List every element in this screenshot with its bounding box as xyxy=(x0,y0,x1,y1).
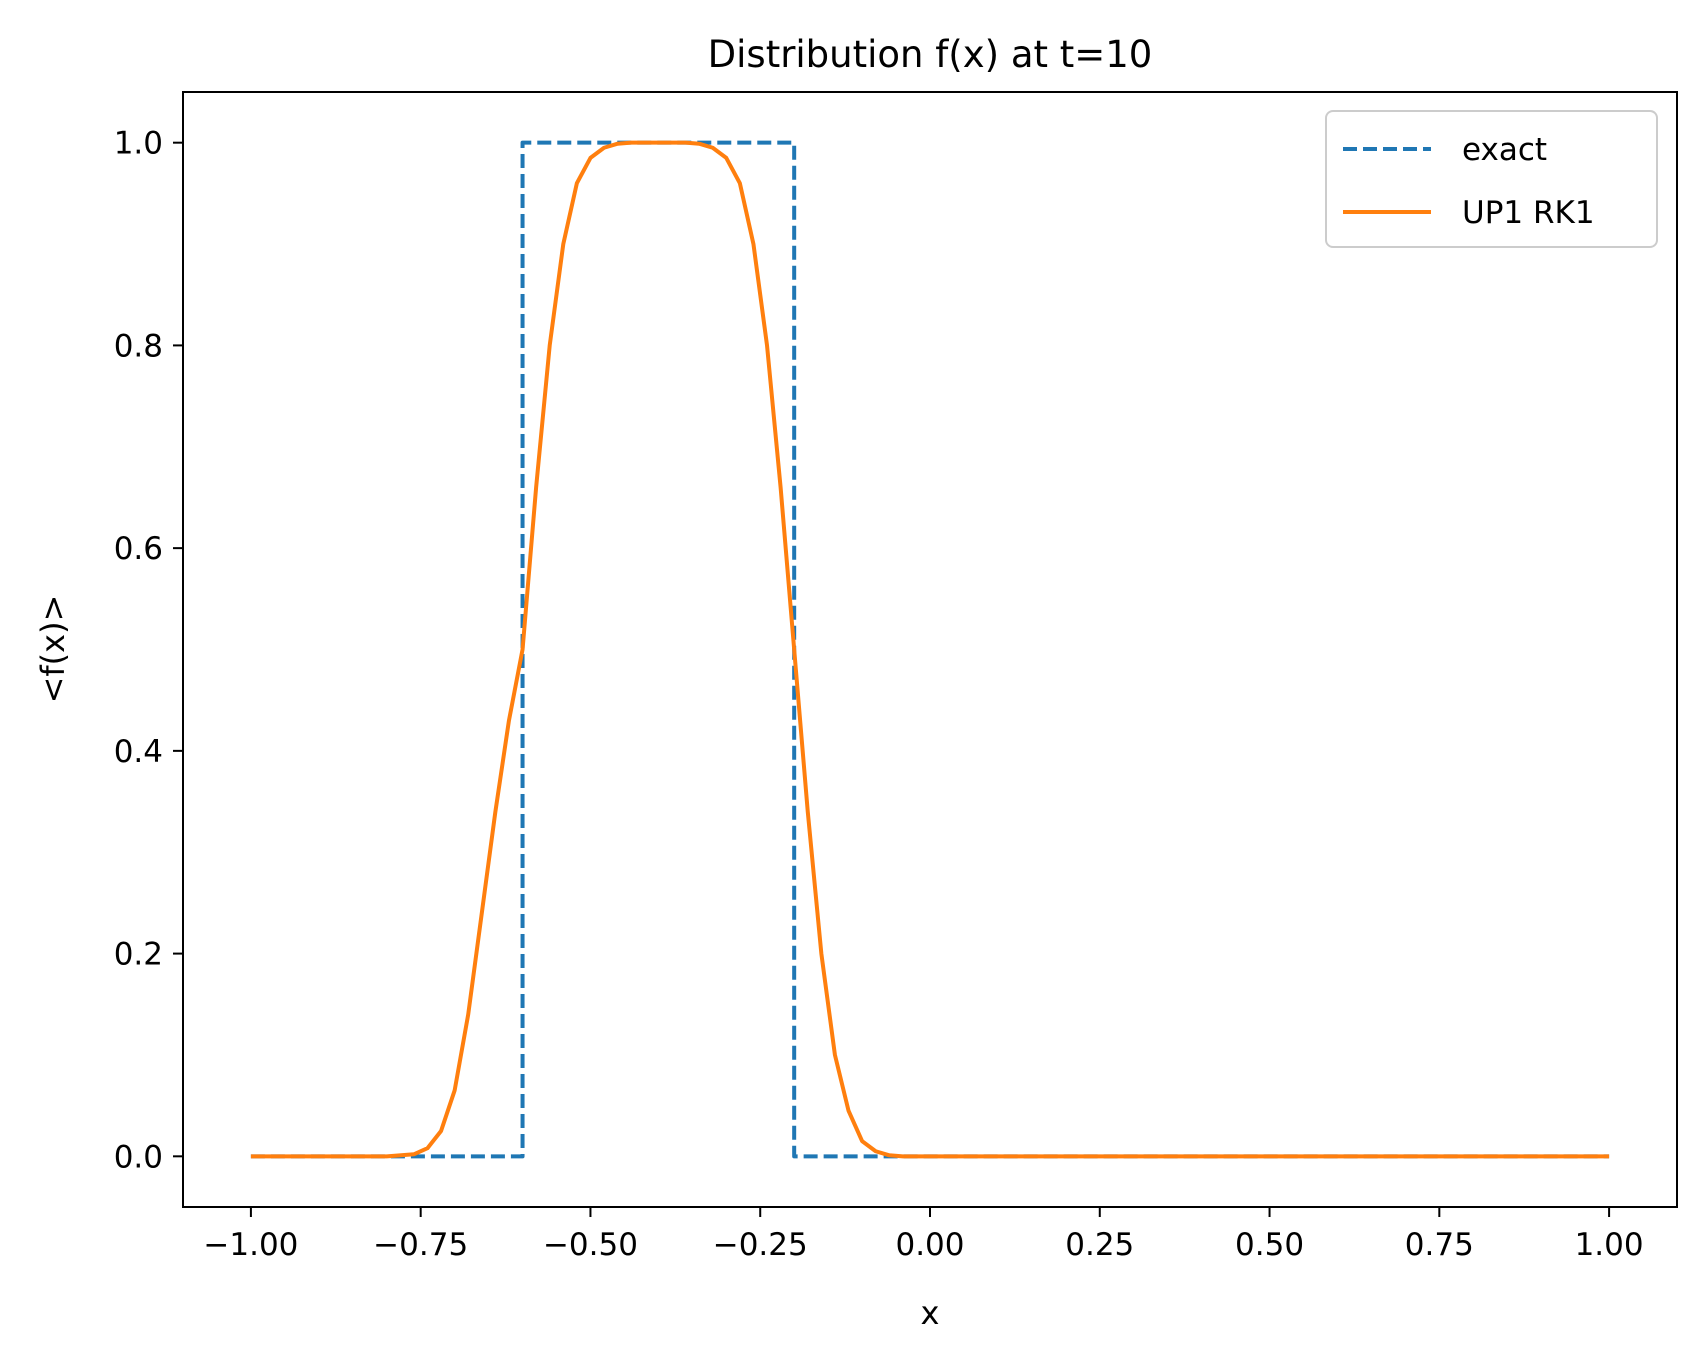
plot-area xyxy=(250,140,1610,1159)
y-tick-label: 0.6 xyxy=(114,531,163,567)
x-tick-label: 1.00 xyxy=(1575,1227,1644,1263)
x-tick-label: 0.50 xyxy=(1235,1227,1304,1263)
x-tick-label: −0.50 xyxy=(543,1227,638,1263)
x-axis: −1.00 −0.75 −0.50 −0.25 0.00 0.25 0.50 0.75 1.00 xyxy=(203,1207,1644,1263)
y-tick-label: 0.2 xyxy=(114,937,163,973)
y-tick-label: 1.0 xyxy=(114,126,163,162)
chart-title: Distribution f(x) at t=10 xyxy=(708,33,1153,76)
x-tick-label: 0.25 xyxy=(1065,1227,1134,1263)
y-tick-label: 0.8 xyxy=(114,328,163,364)
x-tick-label: 0.75 xyxy=(1405,1227,1474,1263)
x-tick-label: −1.00 xyxy=(203,1227,298,1263)
y-axis: 0.0 0.2 0.4 0.6 0.8 1.0 xyxy=(114,126,183,1175)
x-axis-label: x xyxy=(921,1294,940,1332)
legend: exact UP1 RK1 xyxy=(1325,110,1658,248)
y-axis-label: <f(x)> xyxy=(34,595,72,704)
x-tick-label: −0.75 xyxy=(373,1227,468,1263)
series-line-up1-rk1 xyxy=(250,140,1610,1159)
x-tick-label: −0.25 xyxy=(713,1227,808,1263)
y-tick-label: 0.4 xyxy=(114,734,163,770)
y-tick-label: 0.0 xyxy=(114,1139,163,1175)
legend-label-up1-rk1: UP1 RK1 xyxy=(1462,195,1595,231)
x-tick-label: 0.00 xyxy=(895,1227,964,1263)
legend-label-exact: exact xyxy=(1462,132,1547,168)
